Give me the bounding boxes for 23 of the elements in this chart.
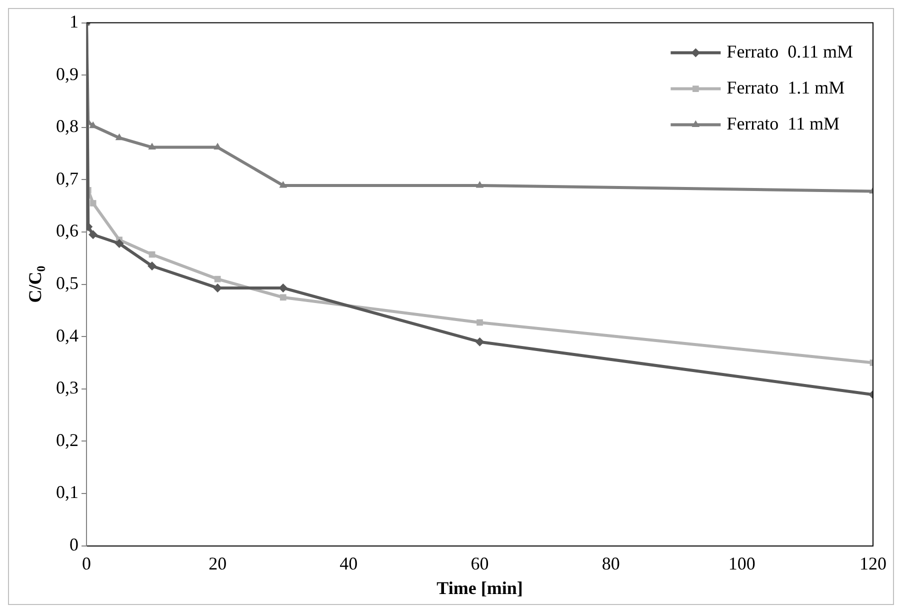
y-tick-label: 0,6 bbox=[56, 220, 78, 241]
y-tick-label: 0,1 bbox=[56, 482, 78, 502]
legend-label: Ferrato 11 mM bbox=[726, 114, 840, 134]
x-axis-title: Time [min] bbox=[436, 578, 523, 598]
y-tick-label: 0,5 bbox=[56, 273, 78, 294]
x-tick-label: 120 bbox=[860, 553, 886, 574]
y-tick-label: 0 bbox=[70, 534, 78, 555]
x-tick-label: 100 bbox=[728, 553, 756, 574]
x-tick-label: 40 bbox=[340, 553, 358, 574]
legend-label: Ferrato 0.11 mM bbox=[726, 42, 854, 62]
y-tick-label: 0,7 bbox=[56, 168, 78, 188]
x-tick-label: 80 bbox=[602, 553, 620, 574]
x-tick-label: 0 bbox=[82, 553, 91, 574]
y-tick-label: 0,4 bbox=[56, 325, 78, 346]
legend-label: Ferrato 1.1 mM bbox=[726, 78, 845, 98]
y-tick-label: 1 bbox=[70, 12, 78, 32]
y-tick-label: 0,2 bbox=[56, 430, 78, 450]
x-tick-label: 60 bbox=[470, 553, 489, 574]
y-tick-label: 0,9 bbox=[56, 64, 78, 84]
y-tick-label: 0,8 bbox=[56, 116, 78, 136]
y-axis-title: C/C0 bbox=[25, 266, 48, 303]
x-tick-label: 20 bbox=[208, 553, 227, 574]
y-tick-label: 0,3 bbox=[56, 378, 78, 398]
